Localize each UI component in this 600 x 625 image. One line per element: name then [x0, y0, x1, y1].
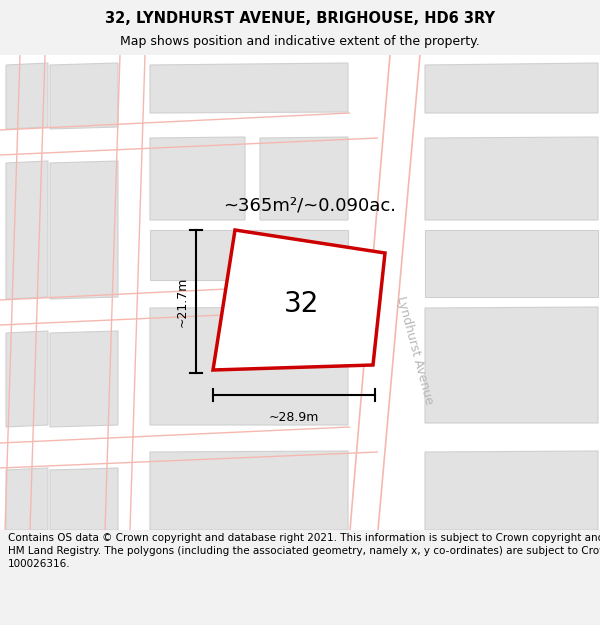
Polygon shape	[425, 307, 598, 423]
Polygon shape	[150, 230, 348, 280]
Polygon shape	[260, 137, 348, 220]
Polygon shape	[425, 137, 598, 220]
Polygon shape	[425, 230, 598, 297]
Polygon shape	[150, 451, 348, 530]
Polygon shape	[150, 307, 348, 425]
Polygon shape	[150, 137, 245, 220]
Polygon shape	[6, 161, 48, 299]
Polygon shape	[213, 230, 385, 370]
Text: Map shows position and indicative extent of the property.: Map shows position and indicative extent…	[120, 36, 480, 48]
Polygon shape	[425, 63, 598, 113]
Text: Lyndhurst Avenue: Lyndhurst Avenue	[394, 294, 436, 406]
Polygon shape	[6, 63, 48, 129]
Polygon shape	[6, 331, 48, 427]
Polygon shape	[6, 468, 48, 530]
Polygon shape	[425, 451, 598, 530]
Text: 32: 32	[284, 291, 319, 319]
Polygon shape	[0, 55, 600, 530]
Polygon shape	[50, 161, 118, 299]
Text: ~21.7m: ~21.7m	[176, 276, 188, 327]
Text: ~365m²/~0.090ac.: ~365m²/~0.090ac.	[223, 197, 397, 215]
Text: Contains OS data © Crown copyright and database right 2021. This information is : Contains OS data © Crown copyright and d…	[8, 533, 600, 569]
Polygon shape	[50, 331, 118, 427]
Polygon shape	[50, 468, 118, 530]
Text: ~28.9m: ~28.9m	[269, 411, 319, 424]
Polygon shape	[150, 63, 348, 113]
Text: 32, LYNDHURST AVENUE, BRIGHOUSE, HD6 3RY: 32, LYNDHURST AVENUE, BRIGHOUSE, HD6 3RY	[105, 11, 495, 26]
Polygon shape	[50, 63, 118, 129]
